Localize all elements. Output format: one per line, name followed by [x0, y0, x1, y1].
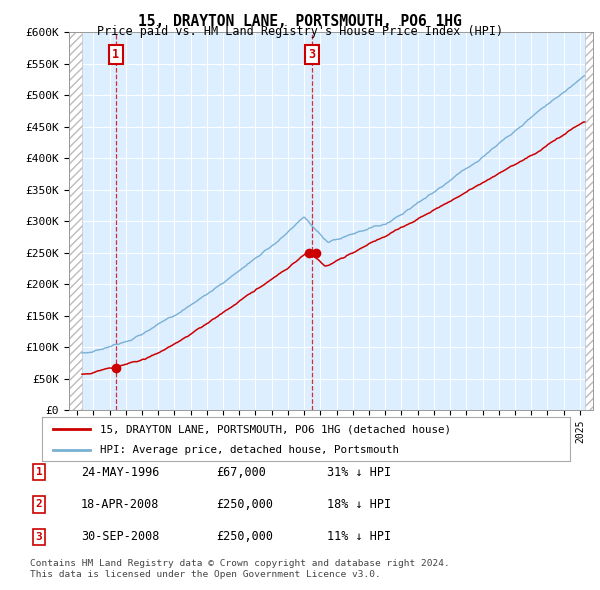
- Text: £250,000: £250,000: [216, 530, 273, 543]
- Text: HPI: Average price, detached house, Portsmouth: HPI: Average price, detached house, Port…: [100, 445, 399, 455]
- Text: 18-APR-2008: 18-APR-2008: [81, 498, 160, 511]
- Text: 3: 3: [308, 48, 316, 61]
- Text: £250,000: £250,000: [216, 498, 273, 511]
- Text: This data is licensed under the Open Government Licence v3.0.: This data is licensed under the Open Gov…: [30, 571, 381, 579]
- Text: £67,000: £67,000: [216, 466, 266, 478]
- Text: Contains HM Land Registry data © Crown copyright and database right 2024.: Contains HM Land Registry data © Crown c…: [30, 559, 450, 568]
- Text: 1: 1: [35, 467, 43, 477]
- Text: 18% ↓ HPI: 18% ↓ HPI: [327, 498, 391, 511]
- Text: 15, DRAYTON LANE, PORTSMOUTH, PO6 1HG (detached house): 15, DRAYTON LANE, PORTSMOUTH, PO6 1HG (d…: [100, 424, 451, 434]
- Text: 1: 1: [112, 48, 119, 61]
- Text: 31% ↓ HPI: 31% ↓ HPI: [327, 466, 391, 478]
- Text: 15, DRAYTON LANE, PORTSMOUTH, PO6 1HG: 15, DRAYTON LANE, PORTSMOUTH, PO6 1HG: [138, 14, 462, 28]
- Text: 3: 3: [35, 532, 43, 542]
- Text: 24-MAY-1996: 24-MAY-1996: [81, 466, 160, 478]
- Text: Price paid vs. HM Land Registry's House Price Index (HPI): Price paid vs. HM Land Registry's House …: [97, 25, 503, 38]
- Text: 30-SEP-2008: 30-SEP-2008: [81, 530, 160, 543]
- Text: 11% ↓ HPI: 11% ↓ HPI: [327, 530, 391, 543]
- Text: 2: 2: [35, 500, 43, 509]
